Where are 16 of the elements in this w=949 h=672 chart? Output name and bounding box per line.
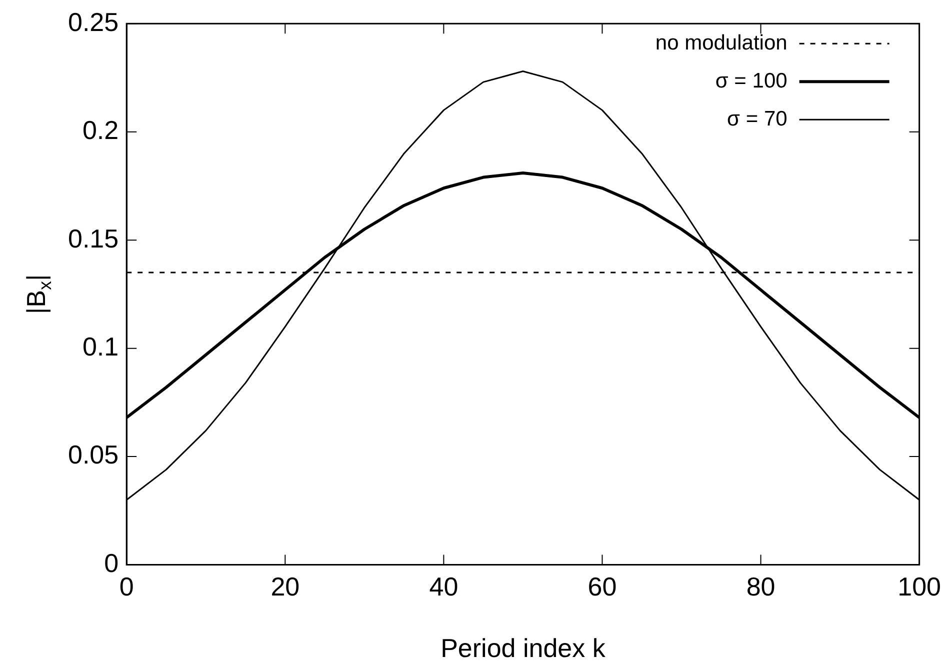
y-tick-label: 0.1 (82, 331, 119, 362)
y-axis-title: |Bx| (21, 274, 55, 314)
y-tick-label: 0.25 (68, 6, 119, 37)
y-tick-label: 0 (104, 548, 119, 578)
x-axis-title: Period index k (440, 633, 606, 664)
x-tick-label: 100 (898, 572, 942, 602)
y-tick-label: 0.05 (68, 440, 119, 470)
legend-label: σ = 100 (715, 69, 788, 92)
x-tick-label: 40 (429, 572, 458, 602)
x-tick-label: 80 (746, 572, 776, 602)
legend-label: no modulation (655, 31, 788, 54)
y-tick-label: 0.2 (82, 115, 119, 146)
x-tick-label: 60 (588, 572, 617, 602)
legend-label: σ = 70 (727, 107, 788, 130)
y-tick-label: 0.15 (68, 223, 119, 254)
x-tick-label: 20 (270, 572, 300, 602)
